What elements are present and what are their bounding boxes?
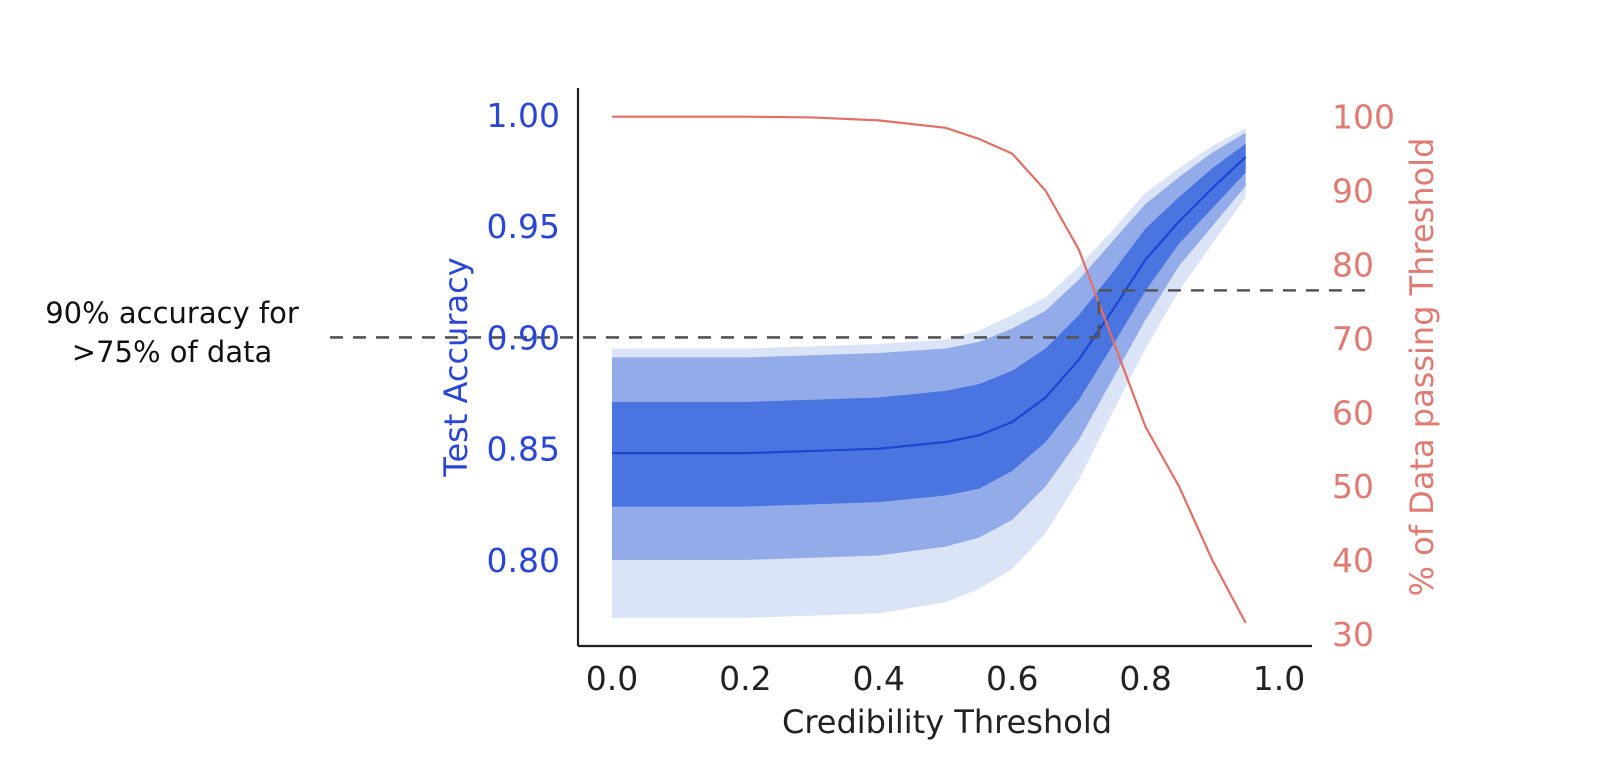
y-axis-right-label: % of Data passing Threshold bbox=[1403, 138, 1441, 597]
series-line-data-passing bbox=[612, 115, 1247, 624]
x-tick-label: 0.4 bbox=[853, 659, 905, 698]
y-right-tick-label: 100 bbox=[1332, 98, 1395, 137]
x-tick-label: 0.6 bbox=[986, 659, 1038, 698]
x-tick-label: 0.0 bbox=[586, 659, 638, 698]
tick-labels: 0.0 0.2 0.4 0.6 0.8 1.0 0.80 0.85 0.90 0.95 1.00 30… bbox=[487, 96, 1395, 698]
y-right-tick-label: 80 bbox=[1332, 246, 1374, 285]
series-line-test-accuracy bbox=[612, 156, 1247, 455]
annotation-line-2: >75% of data bbox=[72, 335, 272, 369]
y-left-tick-label: 0.90 bbox=[487, 318, 560, 357]
y-right-tick-label: 30 bbox=[1332, 615, 1374, 654]
y-left-tick-label: 1.00 bbox=[487, 96, 560, 135]
annotation-line-1: 90% accuracy for bbox=[45, 296, 299, 330]
axes bbox=[576, 88, 1312, 648]
series-lines bbox=[612, 115, 1247, 624]
x-tick-label: 1.0 bbox=[1253, 659, 1305, 698]
y-left-tick-label: 0.80 bbox=[487, 541, 560, 580]
y-right-tick-label: 90 bbox=[1332, 172, 1374, 211]
x-tick-label: 0.8 bbox=[1119, 659, 1171, 698]
y-axis-left-label: Test Accuracy bbox=[437, 257, 475, 477]
y-right-tick-label: 70 bbox=[1332, 319, 1374, 358]
x-tick-label: 0.2 bbox=[719, 659, 771, 698]
y-right-tick-label: 50 bbox=[1332, 467, 1374, 506]
band-inner bbox=[612, 143, 1246, 507]
x-axis-label: Credibility Threshold bbox=[782, 703, 1112, 741]
y-left-tick-label: 0.85 bbox=[487, 430, 560, 469]
y-right-tick-label: 60 bbox=[1332, 393, 1374, 432]
reference-lines bbox=[330, 289, 1375, 339]
y-left-tick-label: 0.95 bbox=[487, 207, 560, 246]
y-right-tick-label: 40 bbox=[1332, 541, 1374, 580]
confidence-bands bbox=[612, 128, 1246, 618]
